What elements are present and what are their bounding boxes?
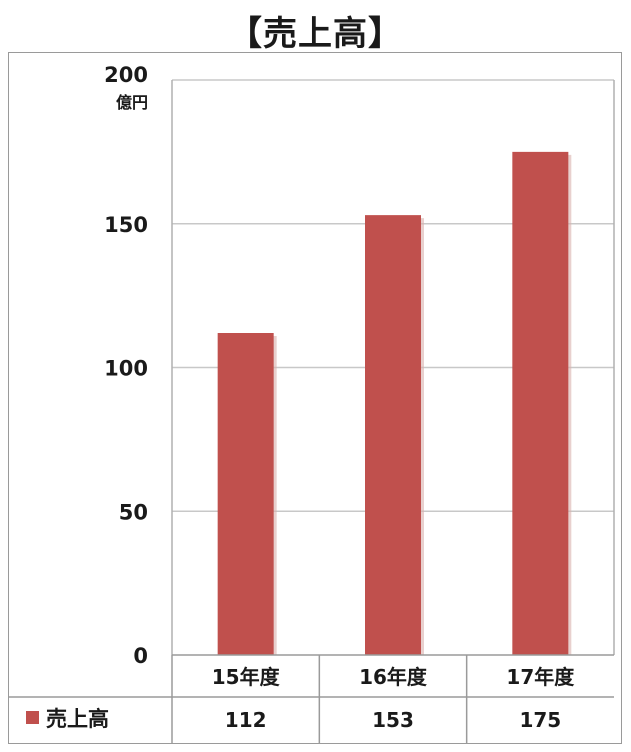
data-value-label: 153 bbox=[372, 708, 414, 732]
y-tick-label: 100 bbox=[104, 357, 148, 381]
y-tick-label: 200 bbox=[104, 63, 148, 87]
y-tick-label: 150 bbox=[104, 213, 148, 237]
legend-swatch bbox=[26, 711, 39, 724]
data-value-label: 175 bbox=[519, 708, 561, 732]
y-axis-unit: 億円 bbox=[116, 93, 148, 112]
y-tick-label: 50 bbox=[119, 500, 148, 524]
bars bbox=[217, 151, 572, 655]
bar bbox=[512, 151, 569, 655]
legend-series-name: 売上高 bbox=[46, 707, 109, 731]
category-label: 15年度 bbox=[212, 665, 281, 689]
data-value-label: 112 bbox=[225, 708, 267, 732]
y-tick-label: 0 bbox=[133, 644, 148, 668]
data-table: 15年度 112 16年度 153 17年度 175 売上高 bbox=[8, 654, 614, 743]
y-axis-ticks: 0 50 100 150 200 bbox=[104, 63, 148, 668]
chart-title: 【売上高】 bbox=[228, 14, 403, 54]
bar bbox=[217, 333, 274, 655]
category-label: 16年度 bbox=[359, 665, 428, 689]
bar bbox=[365, 215, 421, 655]
category-label: 17年度 bbox=[506, 665, 575, 689]
